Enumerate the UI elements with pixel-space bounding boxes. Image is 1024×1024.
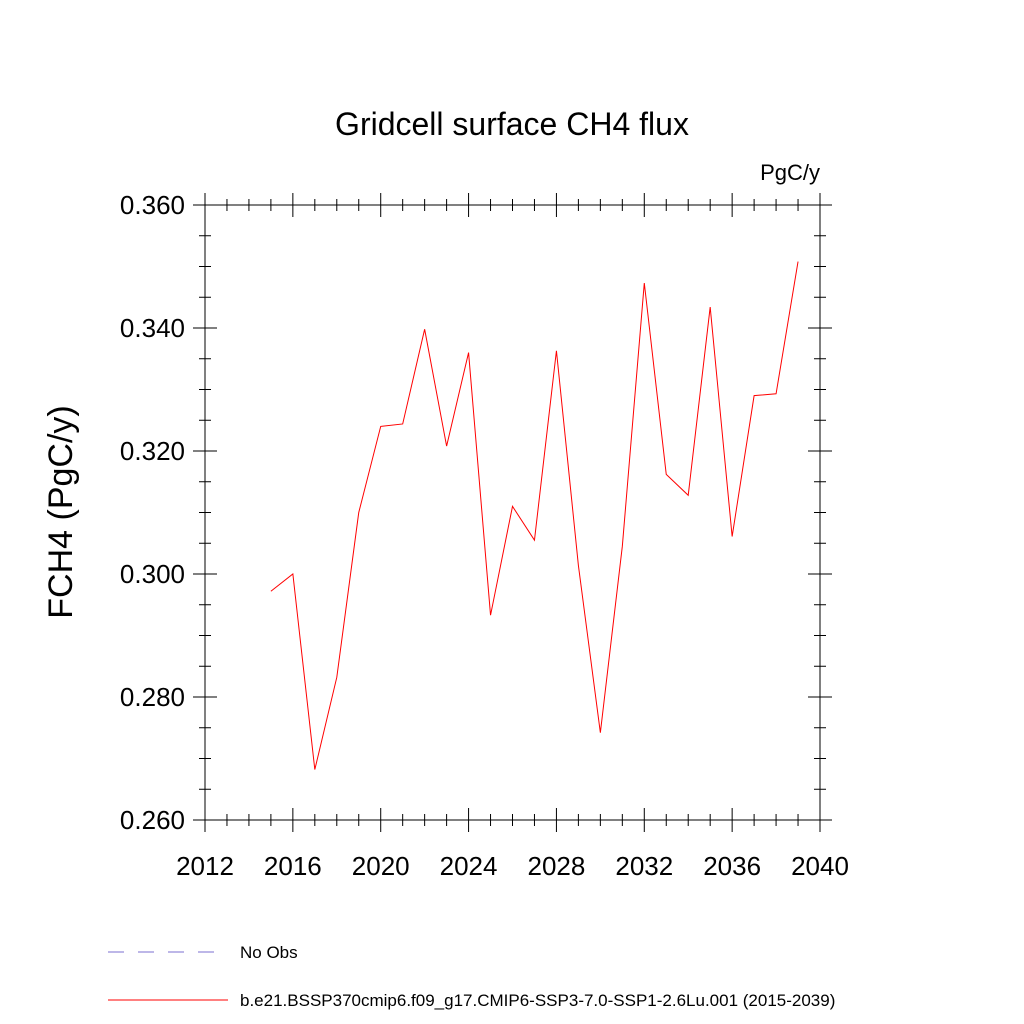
x-tick-label: 2012: [176, 851, 234, 881]
y-axis-ticks: 0.260 0.280 0.300 0.320 0.340 0.360: [120, 190, 832, 835]
x-tick-label: 2020: [352, 851, 410, 881]
y-tick-label: 0.340: [120, 313, 185, 343]
x-tick-label: 2024: [440, 851, 498, 881]
y-tick-label: 0.260: [120, 805, 185, 835]
plot-border: [204, 204, 821, 821]
legend: No Obs b.e21.BSSP370cmip6.f09_g17.CMIP6-S…: [108, 943, 835, 1010]
series-line: [270, 261, 799, 770]
x-tick-label: 2040: [791, 851, 849, 881]
x-tick-label: 2036: [703, 851, 761, 881]
legend-label: No Obs: [240, 943, 298, 962]
series-layer: [270, 261, 799, 770]
y-tick-label: 0.280: [120, 682, 185, 712]
y-tick-label: 0.300: [120, 559, 185, 589]
y-tick-label: 0.360: [120, 190, 185, 220]
chart-title: Gridcell surface CH4 flux: [335, 106, 689, 142]
x-tick-label: 2028: [528, 851, 586, 881]
x-axis-ticks: 2012 2016 2020 2024 2028 2032 2036 2040: [176, 193, 849, 881]
units-label: PgC/y: [760, 160, 820, 185]
legend-label: b.e21.BSSP370cmip6.f09_g17.CMIP6-SSP3-7.…: [240, 991, 835, 1010]
x-tick-label: 2016: [264, 851, 322, 881]
plot-frame: [204, 204, 821, 821]
y-tick-label: 0.320: [120, 436, 185, 466]
y-axis-label: FCH4 (PgC/y): [42, 405, 80, 618]
x-tick-label: 2032: [615, 851, 673, 881]
